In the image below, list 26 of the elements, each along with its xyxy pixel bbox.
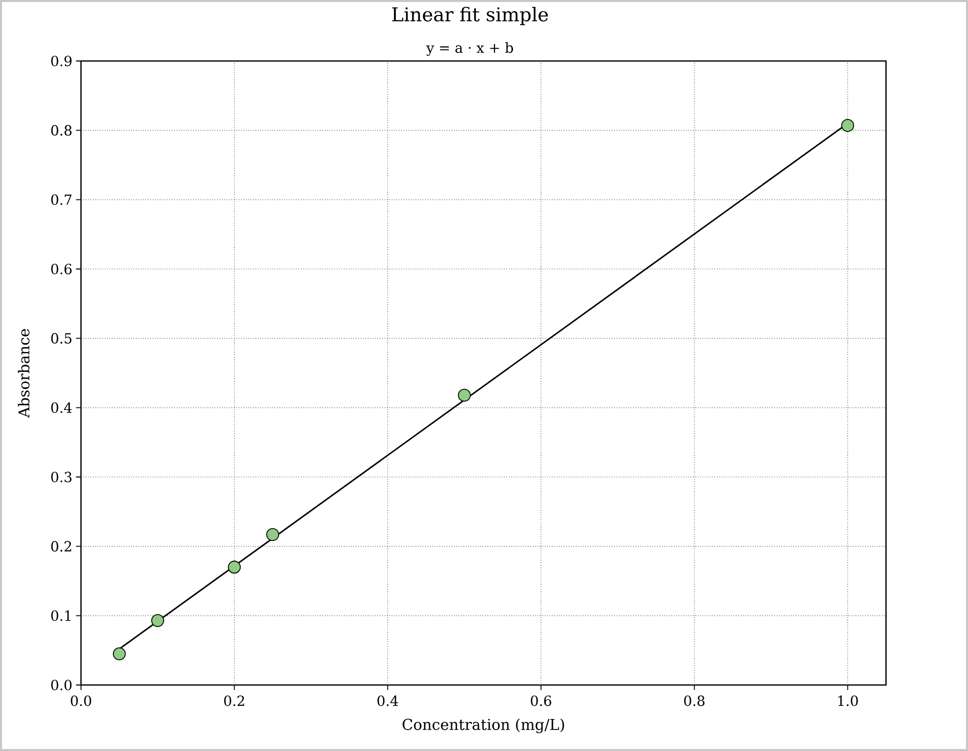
y-tick-label: 0.2 [51, 541, 72, 552]
y-tick-label: 0.4 [51, 402, 72, 413]
y-tick-label: 0.0 [51, 680, 72, 690]
point [228, 560, 241, 574]
point [841, 119, 854, 132]
y-tick-label: 0.5 [51, 333, 72, 344]
y-tick-label: 0.9 [51, 56, 72, 66]
x-tick-label: 0.6 [530, 696, 552, 706]
y-axis-title: Absorbance [18, 329, 30, 418]
chart-title: Linear fit simple [392, 6, 548, 26]
x-tick-label: 1.0 [838, 696, 858, 706]
point [151, 614, 164, 627]
x-tick-label: 0.0 [70, 696, 92, 706]
point [266, 528, 280, 541]
x-tick-label: 0.8 [684, 696, 704, 706]
y-tick-label: 0.8 [51, 125, 72, 136]
x-tick-label: 0.4 [378, 696, 398, 706]
y-tick-label: 0.6 [51, 264, 72, 274]
y-tick-label: 0.1 [51, 610, 70, 621]
y-tick-label: 0.7 [51, 194, 72, 205]
chart-subtitle: y = a · x + b [426, 42, 514, 56]
point [112, 647, 126, 660]
x-tick-label: 0.2 [224, 696, 244, 706]
x-axis-title: Concentration (mg/L) [402, 718, 564, 734]
point [458, 388, 471, 402]
y-tick-label: 0.3 [51, 472, 72, 482]
